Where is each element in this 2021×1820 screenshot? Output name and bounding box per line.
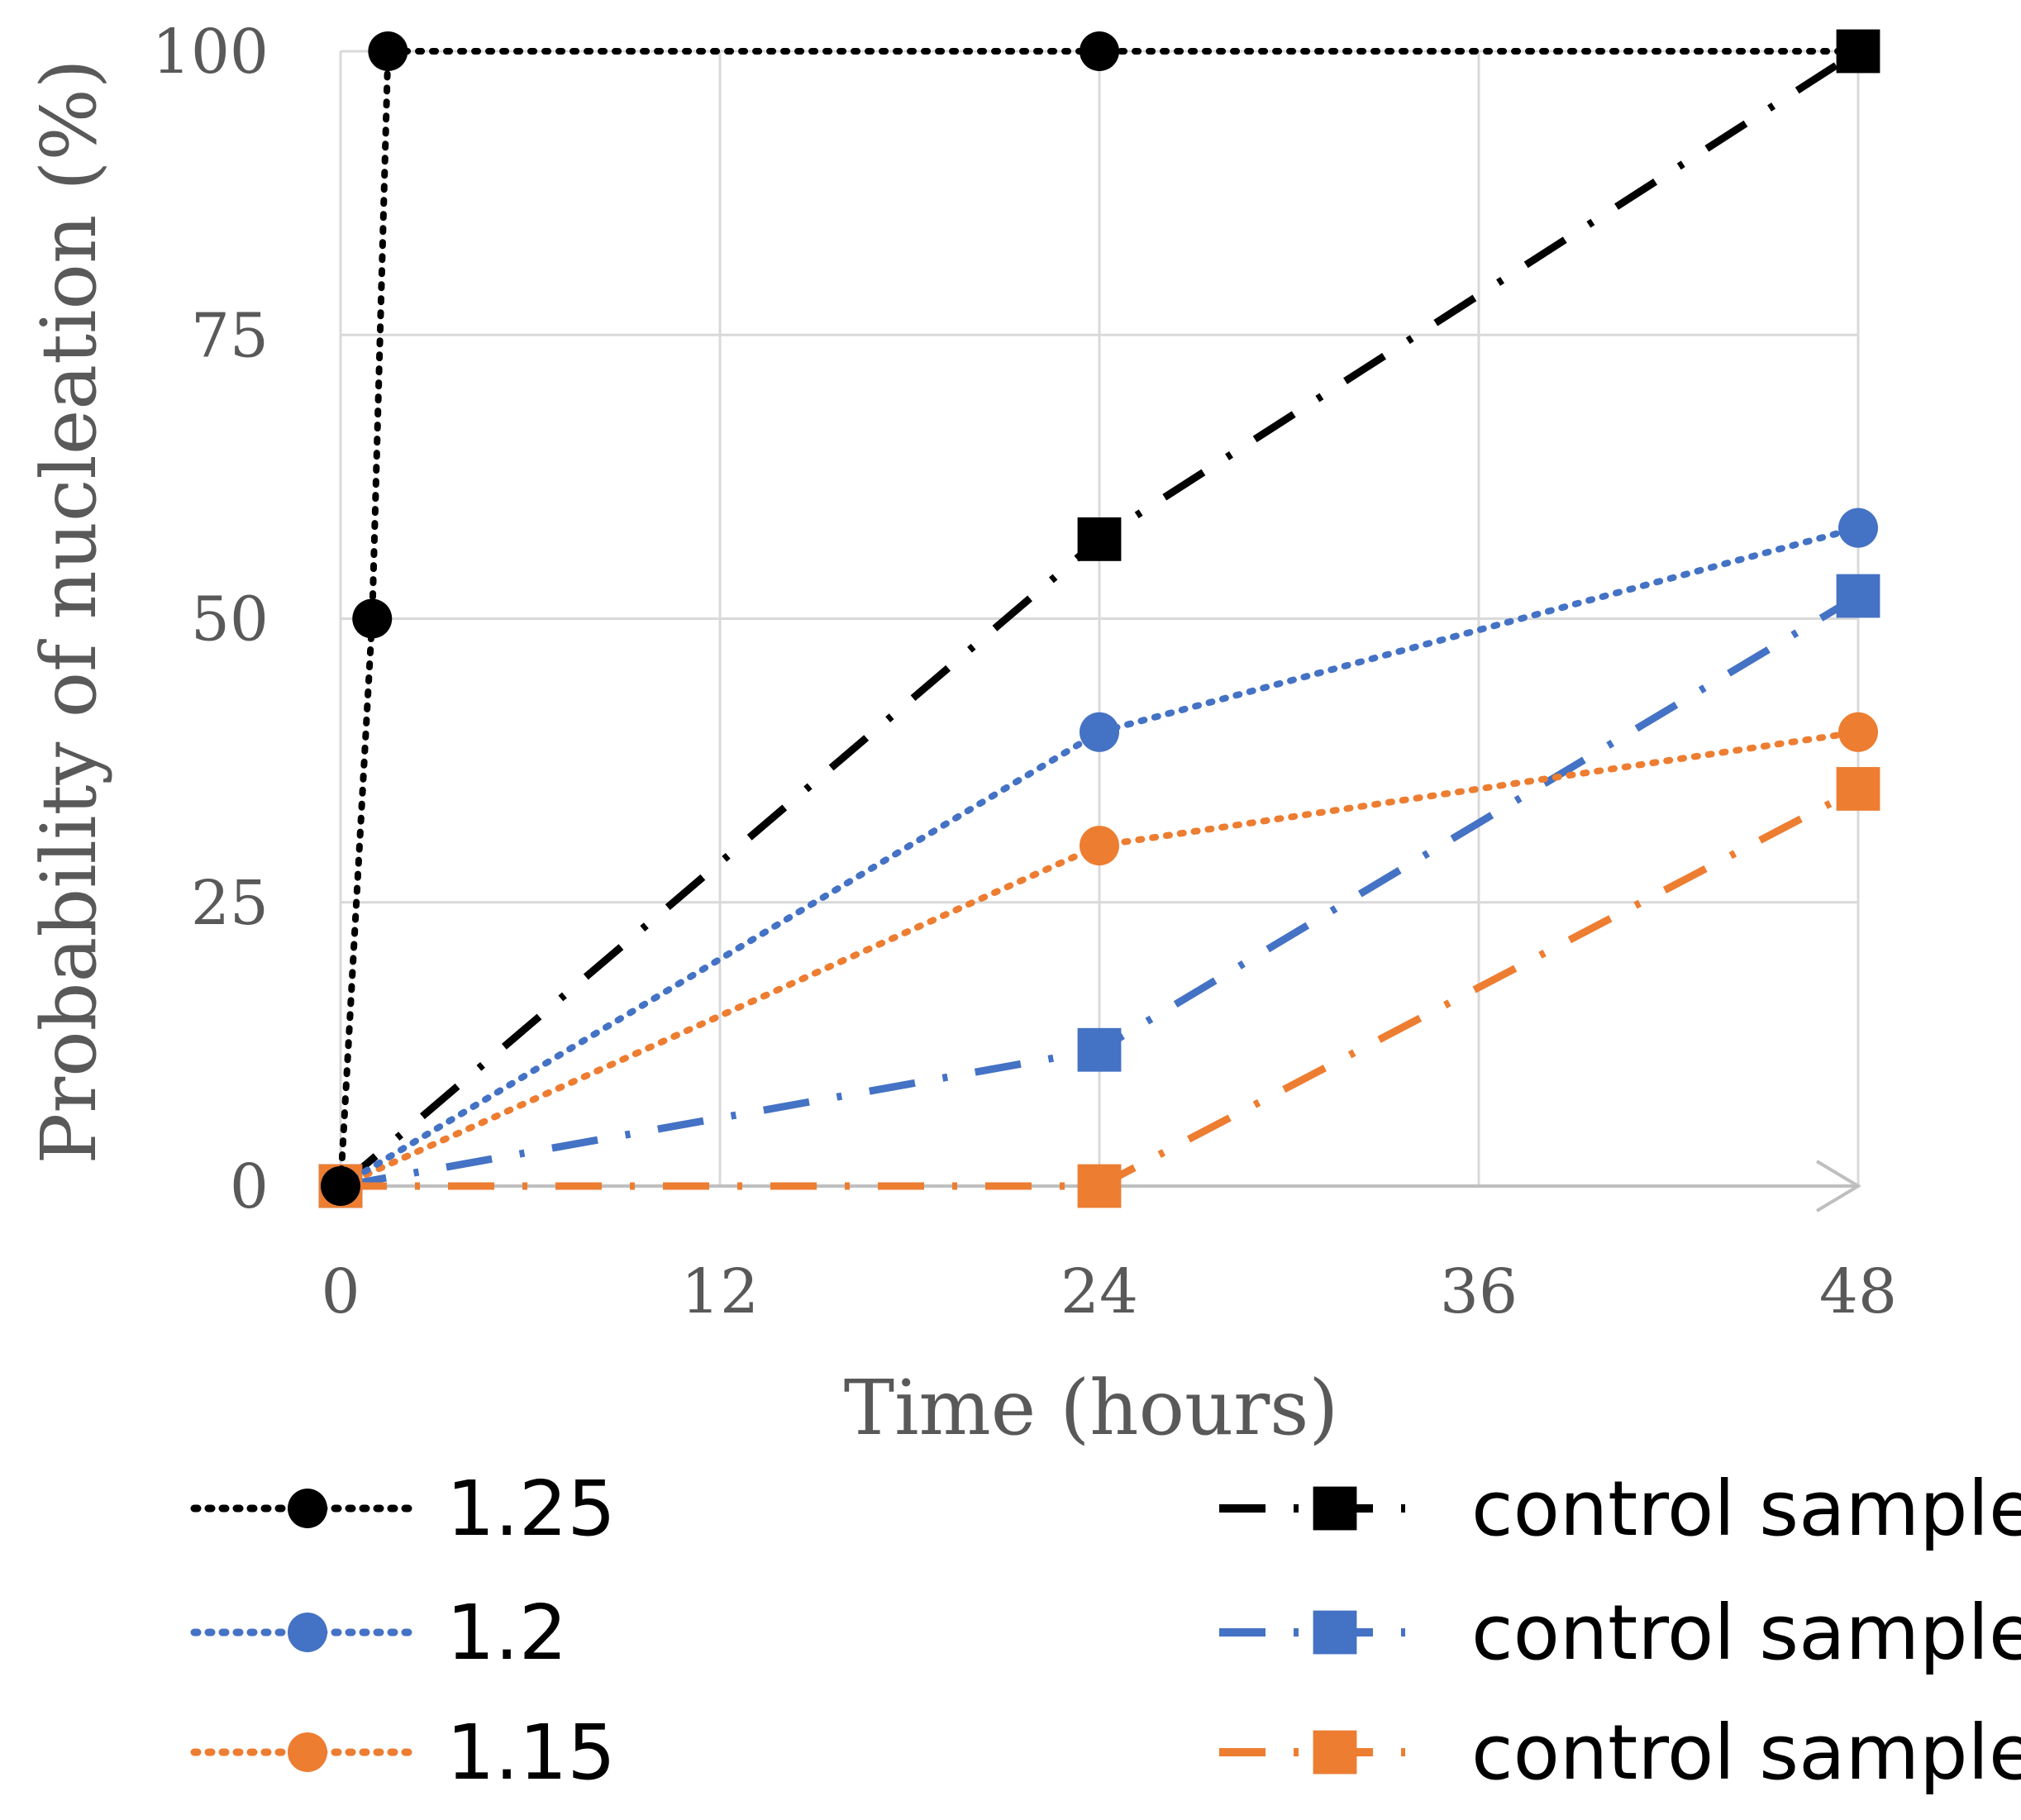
y-tick-label: 100 — [152, 17, 269, 88]
legend-label: control sample — [1471, 1708, 2021, 1797]
data-point — [1836, 574, 1880, 618]
x-axis-title: Time (hours) — [844, 1364, 1339, 1452]
legend-item: 1.15 — [190, 1708, 616, 1797]
legend-label: 1.15 — [446, 1708, 616, 1797]
legend-item: 1.25 — [190, 1465, 616, 1553]
x-axis-arrow — [1815, 1160, 1861, 1213]
data-point — [321, 1166, 360, 1206]
data-point — [1080, 826, 1119, 866]
data-point — [1077, 1164, 1122, 1208]
data-point — [1313, 1610, 1357, 1655]
data-point — [1080, 31, 1119, 71]
y-tick-label: 0 — [230, 1151, 269, 1222]
legend: 1.25 1.2 1.15 control sample control sample c… — [190, 1465, 2021, 1797]
y-tick-label: 50 — [191, 584, 269, 655]
data-point — [352, 598, 393, 639]
data-point — [1313, 1486, 1357, 1531]
x-tick-label: 36 — [1440, 1256, 1518, 1327]
data-point — [1838, 507, 1878, 548]
data-point — [1313, 1730, 1357, 1775]
series-1-25 — [321, 31, 1878, 1206]
data-point — [1838, 712, 1878, 752]
x-tick-label: 0 — [321, 1256, 360, 1327]
tick-labels: 0 12 24 36 48 0 25 50 75 100 — [152, 17, 1897, 1327]
series-layer — [318, 29, 1880, 1208]
data-point — [368, 31, 408, 71]
y-axis-title: Probability of nucleation (%) — [25, 59, 113, 1164]
legend-label: control sample — [1471, 1465, 2021, 1553]
data-point — [1836, 767, 1880, 811]
data-point — [288, 1613, 327, 1652]
x-tick-label: 48 — [1819, 1256, 1897, 1327]
legend-label: 1.2 — [446, 1589, 567, 1677]
data-point — [1080, 712, 1119, 752]
x-tick-label: 24 — [1061, 1256, 1138, 1327]
x-tick-label: 12 — [681, 1256, 759, 1327]
legend-label: control sample — [1471, 1589, 2021, 1677]
legend-item: control sample — [1219, 1589, 2021, 1677]
data-point — [288, 1732, 327, 1772]
data-point — [1077, 1027, 1122, 1072]
data-point — [1838, 31, 1878, 71]
legend-item: 1.2 — [190, 1589, 567, 1677]
data-point — [1077, 517, 1122, 561]
data-point — [288, 1489, 327, 1528]
legend-item: control sample — [1219, 1708, 2021, 1797]
y-tick-label: 25 — [191, 868, 269, 939]
legend-item: control sample — [1219, 1465, 2021, 1553]
y-tick-label: 75 — [191, 300, 269, 371]
legend-label: 1.25 — [446, 1465, 616, 1553]
